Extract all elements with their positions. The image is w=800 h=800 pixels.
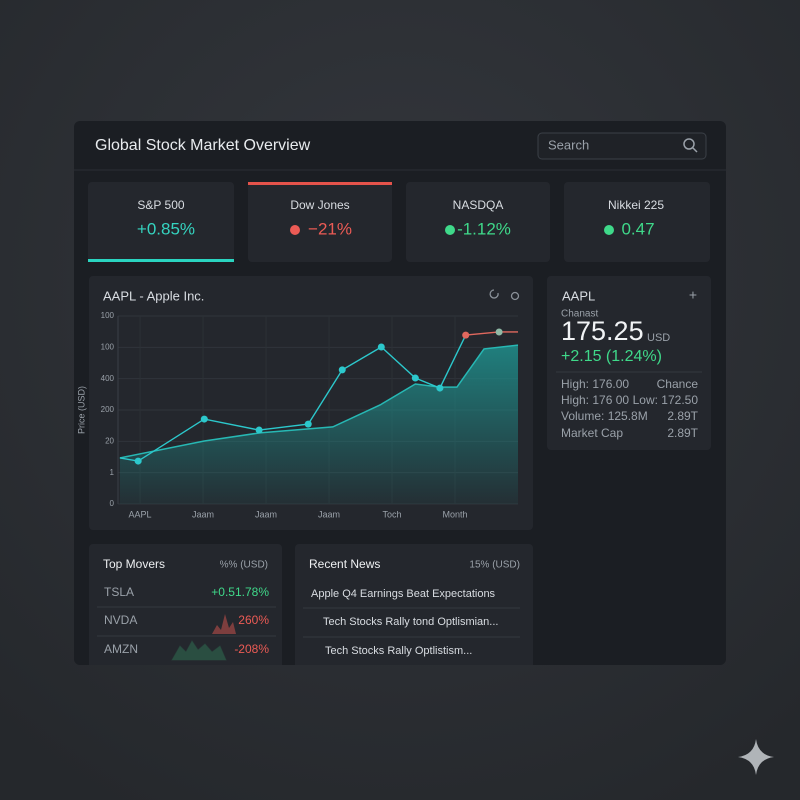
y-tick-label: 100 — [101, 342, 115, 351]
news-unit: 15% (USD) — [469, 560, 520, 571]
index-name: S&P 500 — [137, 198, 184, 212]
index-card[interactable] — [406, 182, 550, 262]
mover-change: +0.51.78% — [211, 585, 269, 599]
quote-price: 175.25 — [561, 316, 644, 346]
status-dot — [290, 225, 300, 235]
index-name: Nikkei 225 — [608, 198, 664, 212]
stat-label: Market Cap — [561, 426, 623, 440]
price-point — [304, 420, 312, 428]
news-item[interactable]: Apple Q4 Earnings Beat Expectations — [311, 588, 496, 600]
y-tick-label: 1 — [110, 468, 115, 477]
sparkline — [171, 640, 227, 661]
quote-stats: High: 176.00 Chance High: 176 00 Low: 17… — [561, 377, 699, 440]
stat-value: 2.89T — [667, 426, 698, 440]
quote-card — [547, 276, 711, 450]
x-tick-label: Jaam — [255, 509, 277, 519]
index-change: -1.12% — [457, 219, 511, 238]
sparkle-icon — [738, 739, 774, 775]
mover-change: 260% — [238, 613, 269, 627]
chart-tools[interactable] — [489, 289, 520, 301]
quote-currency: USD — [647, 332, 670, 344]
search-icon[interactable] — [683, 138, 698, 153]
price-point — [495, 328, 503, 336]
quote-change: +2.15 (1.24%) — [561, 348, 662, 365]
y-tick-label: 100 — [101, 311, 115, 320]
search-box[interactable] — [537, 132, 707, 160]
price-point — [134, 457, 142, 465]
quote-symbol: AAPL — [562, 288, 595, 303]
price-point — [462, 331, 470, 339]
news-title: Recent News — [309, 557, 380, 571]
x-tick-label: Jaam — [192, 509, 214, 519]
price-point — [436, 384, 444, 392]
news-item[interactable]: Tech Stocks Rally tond Optlismian... — [323, 616, 498, 628]
price-point — [255, 426, 263, 434]
movers-title: Top Movers — [103, 557, 165, 571]
y-axis-title: Price (USD) — [76, 386, 86, 434]
stat-value: 2.89T — [667, 409, 698, 423]
y-tick-label: 0 — [110, 499, 115, 508]
search-placeholder: Search — [548, 137, 589, 152]
y-tick-label: 20 — [105, 436, 114, 445]
y-tick-label: 400 — [101, 374, 115, 383]
price-area-edge — [119, 344, 519, 459]
status-dot — [445, 225, 455, 235]
lower-panels: Top Movers %% (USD) TSLA +0.51.78% NVDA … — [89, 544, 533, 665]
stat-label: High: 176 00 — [561, 393, 629, 407]
chart-title: AAPL - Apple Inc. — [103, 288, 204, 303]
x-tick-label: Jaam — [318, 509, 340, 519]
index-change: +0.85% — [137, 219, 195, 238]
news-card — [295, 544, 533, 665]
stat-value: Low: 172.50 — [633, 393, 699, 407]
price-point — [338, 366, 346, 374]
index-cards: S&P 500 +0.85% Dow Jones −21% NASDQA -1.… — [88, 182, 710, 262]
movers-card — [89, 544, 282, 665]
mover-symbol: TSLA — [104, 585, 134, 599]
x-tick-label: Month — [443, 509, 468, 519]
index-name: NASDQA — [453, 198, 504, 212]
index-change: 0.47 — [621, 219, 654, 238]
quote-label: Chanast — [561, 309, 598, 320]
stat-value: Chance — [657, 377, 699, 391]
dashboard-title: Global Stock Market Overview — [95, 137, 311, 154]
index-name: Dow Jones — [290, 198, 349, 212]
mover-change: -208% — [234, 642, 269, 656]
price-line — [119, 334, 467, 462]
price-point — [377, 343, 385, 351]
movers-unit: %% (USD) — [220, 560, 268, 571]
x-tick-label: AAPL — [129, 509, 152, 519]
news-item[interactable]: Tech Stocks Rally Optlistism... — [325, 645, 472, 657]
stat-label: High: 176.00 — [561, 377, 629, 391]
price-point — [200, 415, 208, 423]
index-card[interactable] — [564, 182, 710, 262]
mover-symbol: NVDA — [104, 613, 137, 627]
sparkline — [212, 614, 236, 634]
status-dot — [604, 225, 614, 235]
index-change: −21% — [308, 219, 352, 238]
stat-label: Volume: 125.8M — [561, 409, 648, 423]
alert-indicator — [248, 182, 392, 185]
mover-symbol: AMZN — [104, 642, 138, 656]
x-tick-label: Toch — [383, 509, 402, 519]
index-card[interactable] — [88, 182, 234, 262]
y-tick-label: 200 — [101, 405, 115, 414]
index-card[interactable] — [248, 182, 392, 262]
price-point — [411, 374, 419, 382]
chart-panel: AAPL - Apple Inc. Price (USD) 0 1 20 200 400… — [76, 276, 533, 530]
add-icon[interactable]: + — [689, 287, 697, 303]
active-indicator — [88, 259, 234, 262]
